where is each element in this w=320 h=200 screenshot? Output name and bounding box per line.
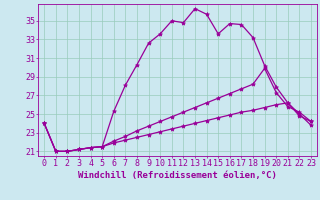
X-axis label: Windchill (Refroidissement éolien,°C): Windchill (Refroidissement éolien,°C) xyxy=(78,171,277,180)
